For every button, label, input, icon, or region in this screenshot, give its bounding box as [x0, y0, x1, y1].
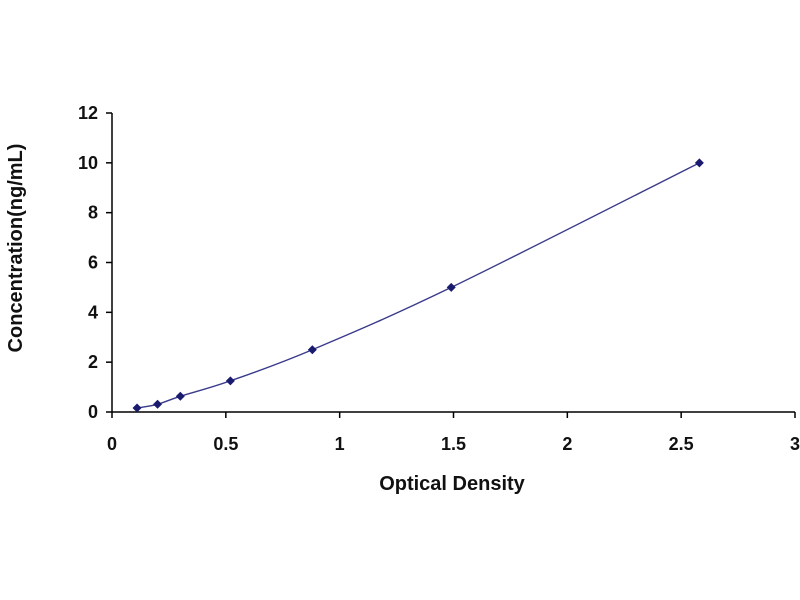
x-tick-label: 0.5: [213, 434, 238, 454]
data-point: [694, 158, 704, 168]
axes: [111, 113, 795, 413]
y-tick-label: 10: [78, 153, 98, 173]
x-tick-label: 3: [790, 434, 800, 454]
y-tick-label: 8: [88, 203, 98, 223]
fitted-curve: [136, 162, 700, 409]
x-tick-label: 2.5: [669, 434, 694, 454]
x-tick-label: 1: [335, 434, 345, 454]
x-axis-title: Optical Density: [379, 473, 525, 495]
y-tick-label: 12: [78, 103, 98, 123]
y-tick-label: 4: [88, 302, 98, 322]
x-tick-label: 1.5: [441, 434, 466, 454]
data-points: [132, 158, 704, 413]
data-point: [153, 399, 163, 409]
data-point: [446, 282, 456, 292]
y-axis-title: Concentration(ng/mL): [5, 144, 27, 353]
data-point: [132, 403, 142, 413]
data-point: [225, 376, 235, 386]
x-axis-ticks: 0 0.5 1 1.5 2 2.5 3: [107, 412, 800, 454]
x-tick-label: 2: [562, 434, 572, 454]
y-tick-label: 6: [88, 253, 98, 273]
data-point: [175, 391, 185, 401]
x-tick-label: 0: [107, 434, 117, 454]
y-axis-ticks: 0 2 4 6 8 10 12: [78, 103, 112, 422]
data-point: [307, 345, 317, 355]
y-tick-label: 2: [88, 352, 98, 372]
y-tick-label: 0: [88, 402, 98, 422]
